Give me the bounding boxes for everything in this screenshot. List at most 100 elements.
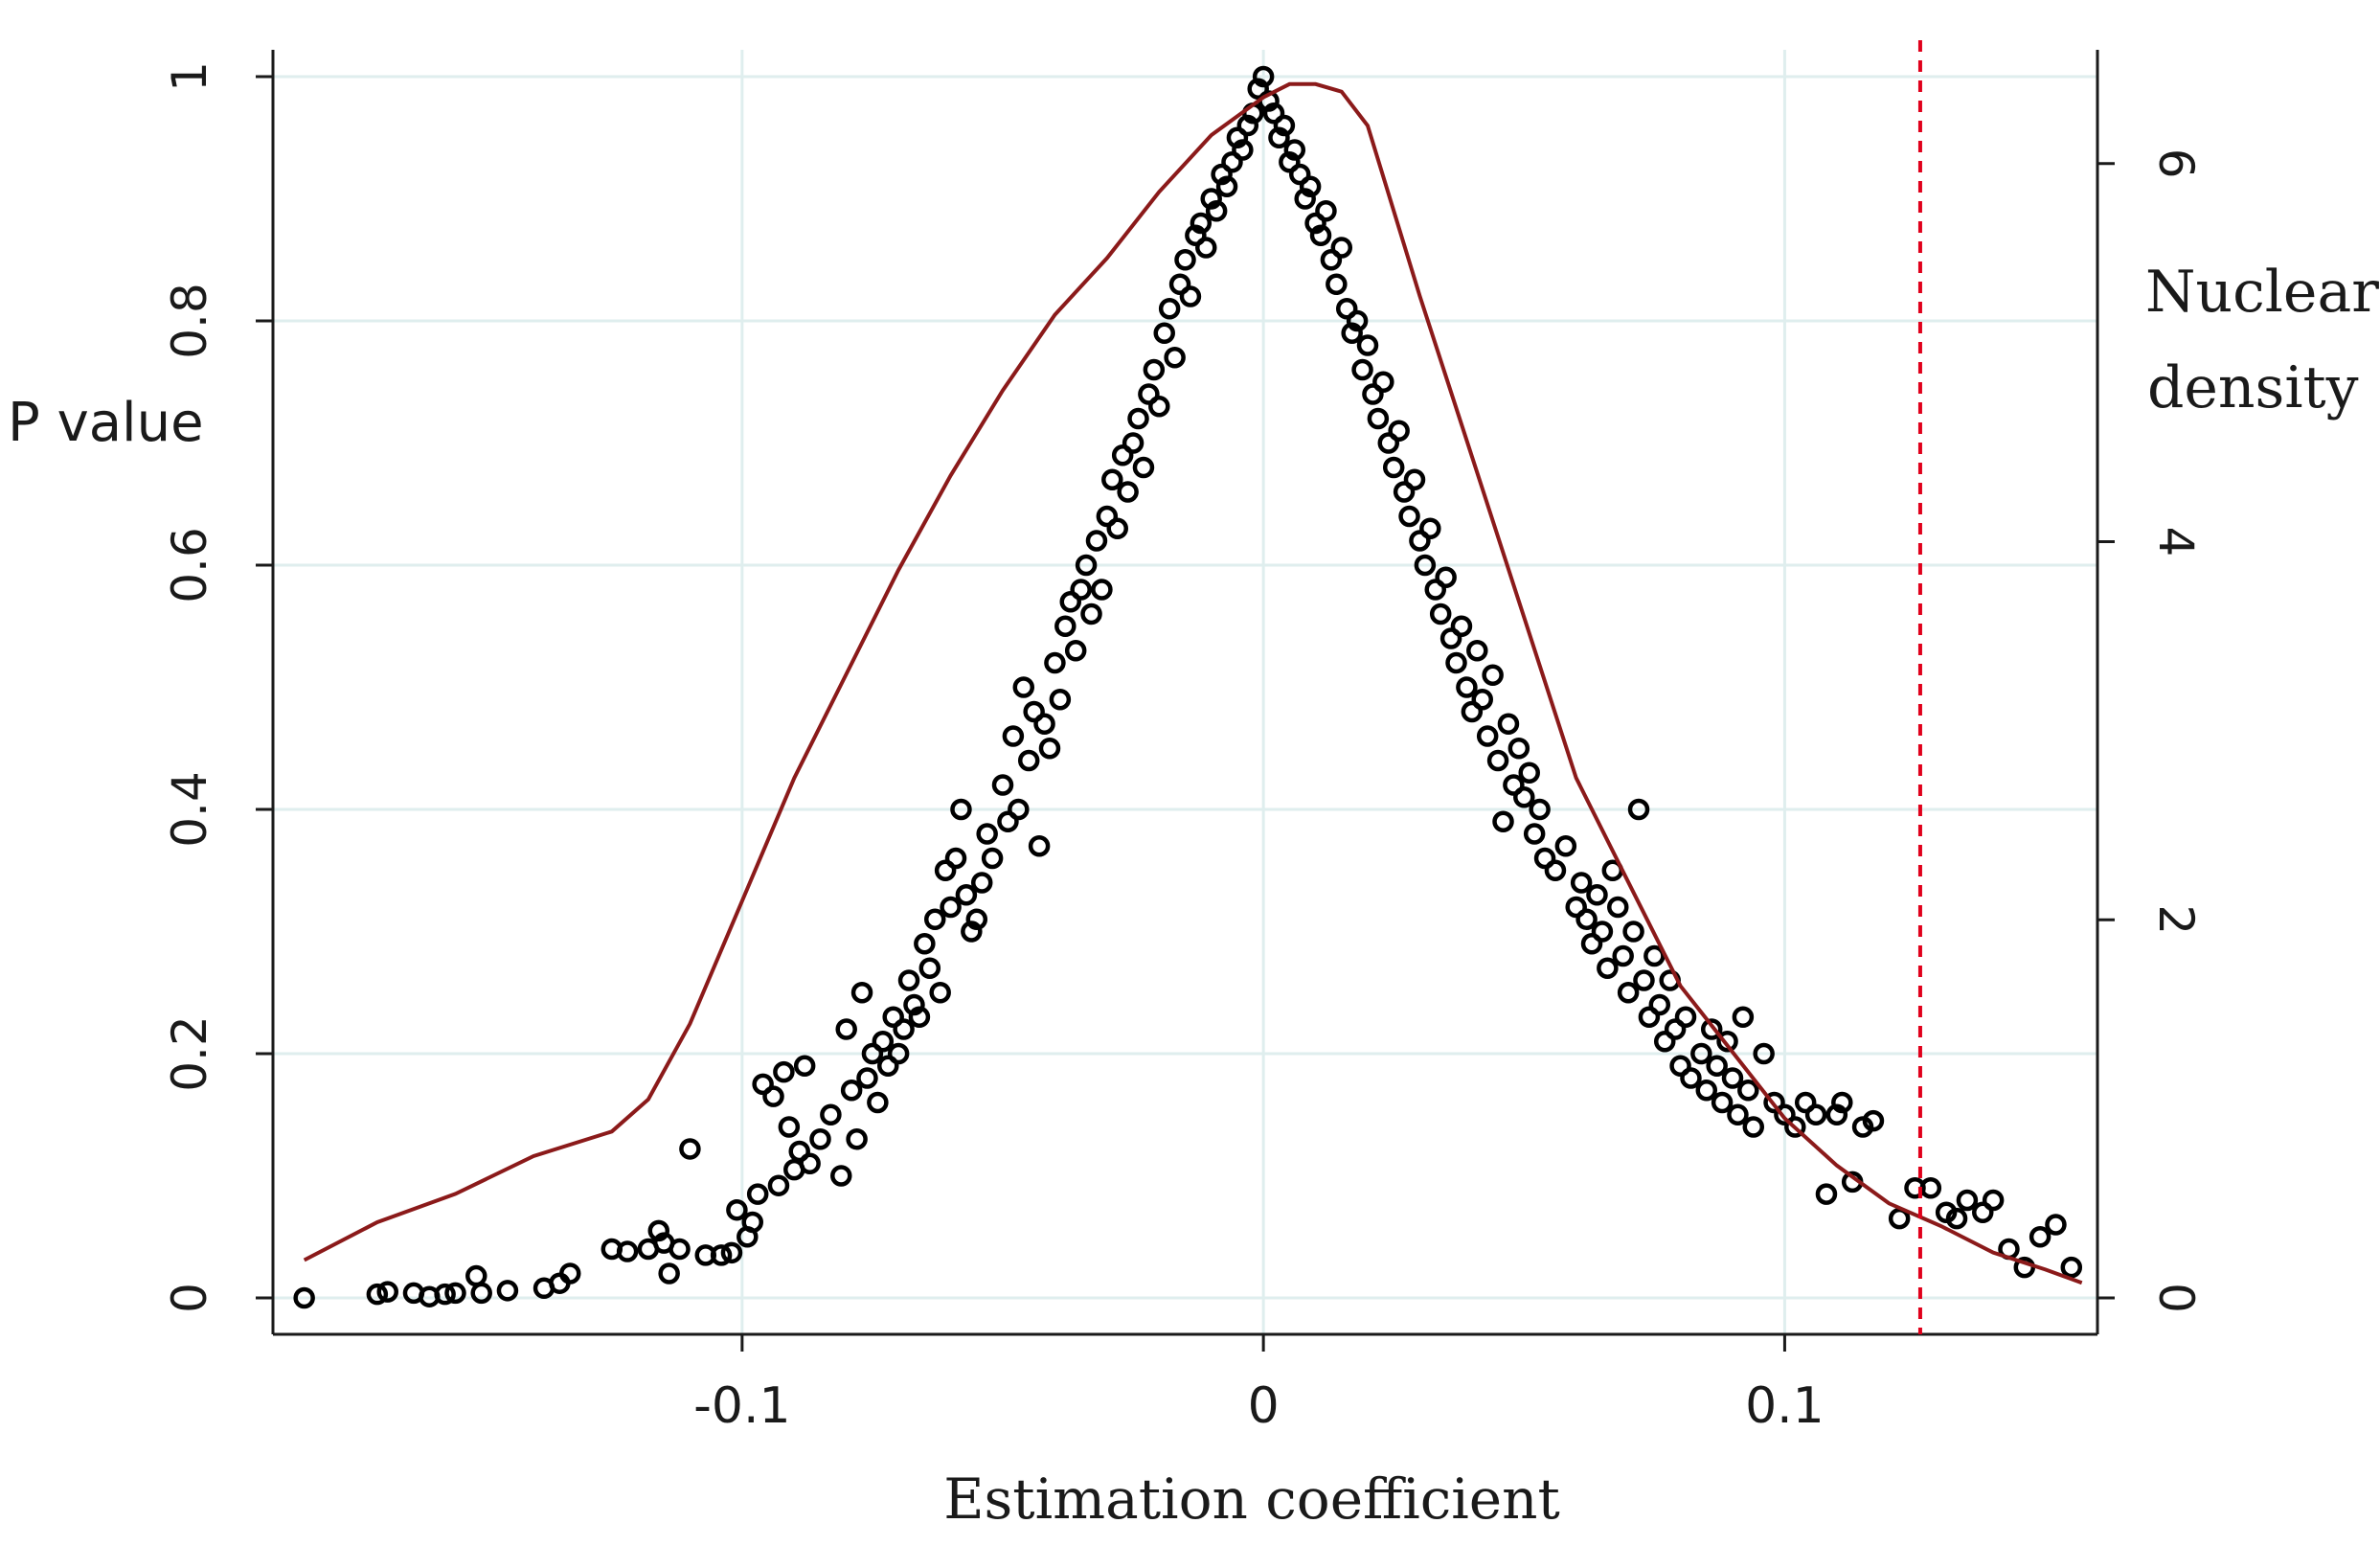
scatter-point [1382,456,1405,479]
scatter-point [820,1103,842,1125]
scatter-point [1403,468,1426,490]
scatter-point [1372,371,1394,393]
scatter-point [1226,126,1249,148]
x-tick-label: -0.1 [693,1377,790,1435]
scatter-point [1008,798,1030,821]
scatter-point [1158,298,1181,320]
scatter-point [1148,396,1170,418]
y-right-tick-label: 4 [2148,527,2204,557]
scatter-point [1215,175,1238,197]
scatter-point [778,1116,801,1138]
scatter-point [658,1262,680,1285]
scatter-point [1127,407,1149,430]
scatter-point [1533,847,1556,870]
scatter-point [1335,298,1358,320]
scatter-point [1200,188,1222,210]
scatter-point [1195,237,1217,259]
scatter-point [1273,114,1296,137]
scatter-point [846,1128,868,1150]
scatter-point [1497,713,1520,735]
scatter-point [1309,224,1332,246]
scatter-point [1461,700,1484,723]
scatter-point [950,798,972,821]
scatter-point [1648,993,1671,1016]
scatter-point [799,1152,821,1174]
scatter-point [1236,114,1259,137]
scatter-point [465,1264,487,1287]
scatter-point [1221,151,1243,173]
scatter-point [1252,65,1275,88]
scatter-point [1356,334,1379,356]
scatter-point [1101,468,1123,490]
scatter-point [1763,1091,1785,1114]
scatter-point [1205,200,1228,222]
y-right-tick-label: 0 [2148,1283,2204,1313]
scatter-point [1002,725,1025,747]
y-right-tick-label: 6 [2148,148,2204,179]
scatter-point [1580,933,1603,955]
scatter-point [1070,579,1092,601]
scatter-point [1445,651,1467,674]
scatter-point [1023,700,1045,723]
scatter-point [1674,1006,1697,1028]
scatter-point [1476,725,1499,747]
scatter-point [1059,591,1082,613]
grid-layer [273,50,2097,1334]
scatter-point [1466,640,1488,662]
scatter-point [1080,602,1102,625]
scatter-point [1017,749,1040,772]
y-left-tick-label: 0.4 [162,771,217,848]
scatter-point [1132,456,1155,479]
scatter-point [1700,1018,1723,1040]
scatter-point [1435,566,1457,588]
scatter-point [1143,358,1166,381]
scatter-point [1612,944,1634,967]
scatter-point [1450,615,1473,637]
scatter-point [1033,713,1055,735]
scatter-point [840,1080,863,1102]
scatter-point [1513,786,1535,808]
scatter-point [1529,798,1551,821]
y-left-tick-label: 0.2 [162,1015,217,1092]
scatter-point [1794,1091,1817,1114]
scatter-point [434,1283,456,1306]
scatter-point [1320,249,1343,271]
scatter-point [1570,872,1593,894]
scatter-point [616,1240,639,1262]
scatter-point [1341,322,1363,344]
scatter-point [1565,896,1587,919]
scatter-point [793,1055,816,1077]
scatter-point [2029,1226,2051,1248]
scatter-point [669,1238,691,1261]
scatter-point [293,1286,315,1309]
scatter-point [1262,102,1285,125]
scatter-point [1575,908,1598,930]
scatter-point [1471,689,1493,711]
scatter-point [976,823,998,845]
scatter-point [1117,481,1139,503]
scatter-point [720,1241,743,1264]
y-right-tick-label: 2 [2148,904,2204,935]
scatter-point [741,1211,763,1234]
scatter-point [1299,175,1322,197]
scatter-point [1695,1080,1718,1102]
scatter-point [908,1006,931,1028]
scatter-point [1304,212,1326,235]
scatter-point [1711,1091,1734,1114]
scatter-point [1669,1055,1691,1077]
scatter-point [1398,505,1420,528]
scatter-point [1414,554,1437,577]
scatter-point [1424,579,1447,601]
scatter-point [1393,481,1416,503]
scatter-point [1054,615,1077,637]
scatter-point [558,1262,581,1285]
scatter-point [1815,1183,1838,1205]
scatter-point [882,1006,904,1028]
scatter-point [1518,762,1540,784]
scatter-point [1122,432,1145,454]
scatter-point [1831,1091,1853,1114]
scatter-point [1168,273,1191,295]
scatter-point [940,896,962,919]
x-axis-label: Estimation coefficient [943,1466,1560,1532]
scatter-point [1044,651,1066,674]
